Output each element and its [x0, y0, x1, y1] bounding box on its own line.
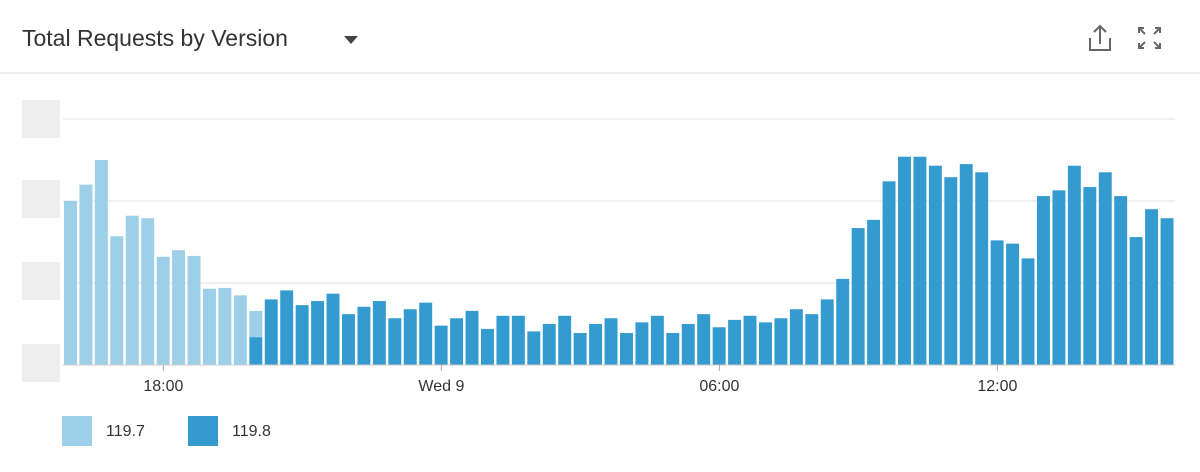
bar: [1067, 165, 1081, 365]
bar: [527, 331, 541, 365]
bar: [697, 314, 711, 365]
bar: [604, 318, 618, 365]
x-tick-label: 18:00: [143, 378, 183, 395]
bar: [187, 255, 201, 365]
bar: [357, 306, 371, 365]
bar: [805, 314, 819, 365]
bar: [820, 299, 834, 365]
bar: [743, 315, 757, 365]
export-icon[interactable]: [1089, 24, 1111, 51]
plot: 18:00 Wed 9 06:00 12:00 119.7 119.8: [62, 118, 1175, 446]
bar: [990, 240, 1004, 365]
bar: [975, 172, 989, 365]
bar: [280, 290, 294, 365]
bar: [64, 201, 77, 365]
bar: [496, 315, 510, 365]
title-dropdown[interactable]: [344, 36, 358, 44]
x-tick-label: 12:00: [977, 378, 1017, 395]
blurred-y-labels: [22, 100, 60, 382]
bar: [728, 319, 742, 365]
widget-title: Total Requests by Version: [22, 25, 288, 51]
legend-swatch: [62, 416, 92, 446]
bar: [1145, 209, 1159, 365]
bar: [1114, 196, 1128, 365]
bar: [681, 324, 695, 365]
bar: [650, 315, 664, 365]
bar: [620, 333, 633, 365]
legend-label: 119.7: [106, 423, 145, 440]
bar: [898, 156, 911, 365]
bar: [759, 322, 772, 365]
bar: [635, 322, 649, 365]
bar: [774, 318, 788, 365]
bar: [1160, 218, 1174, 365]
x-tick-label: Wed 9: [418, 378, 464, 395]
bar: [959, 164, 973, 365]
bar: [481, 328, 494, 365]
fullscreen-icon[interactable]: [1138, 27, 1161, 49]
bar: [666, 333, 680, 365]
bar: [141, 218, 155, 365]
bar: [403, 309, 417, 365]
legend-label: 119.8: [232, 423, 271, 440]
bar: [1098, 172, 1112, 365]
bar: [836, 278, 850, 365]
bar: [249, 310, 263, 338]
bar: [1006, 243, 1020, 365]
bar: [264, 299, 278, 365]
bar: [434, 325, 448, 365]
bar: [928, 165, 942, 365]
bar: [110, 236, 124, 365]
bar: [511, 315, 525, 365]
bar: [867, 219, 881, 365]
bar: [913, 156, 927, 365]
bar: [125, 215, 139, 365]
bar: [326, 293, 340, 365]
bar: [882, 181, 896, 365]
x-tick-label: 06:00: [699, 378, 739, 395]
bar: [233, 295, 247, 365]
bar: [542, 324, 556, 365]
bar: [465, 310, 479, 365]
bar: [450, 318, 464, 365]
bar: [573, 333, 587, 365]
bar: [203, 288, 216, 365]
bar: [388, 318, 402, 365]
bar: [419, 302, 433, 365]
bar: [1083, 187, 1097, 365]
bar: [789, 309, 803, 365]
bar: [342, 314, 355, 365]
bar: [249, 337, 263, 365]
bar: [1129, 237, 1143, 365]
bar: [712, 327, 726, 365]
bar: [589, 324, 603, 365]
bar: [156, 256, 170, 365]
bar: [94, 160, 108, 365]
bar: [1021, 258, 1035, 365]
bar: [558, 315, 572, 365]
bar: [944, 177, 958, 365]
bar: [295, 305, 309, 365]
bar: [851, 228, 865, 365]
bar: [1037, 196, 1050, 365]
bar: [218, 287, 232, 365]
bar: [172, 250, 186, 365]
bar: [372, 301, 386, 365]
bar: [311, 301, 325, 365]
bar: [79, 184, 93, 365]
legend-swatch: [188, 416, 218, 446]
bar: [1052, 190, 1066, 365]
